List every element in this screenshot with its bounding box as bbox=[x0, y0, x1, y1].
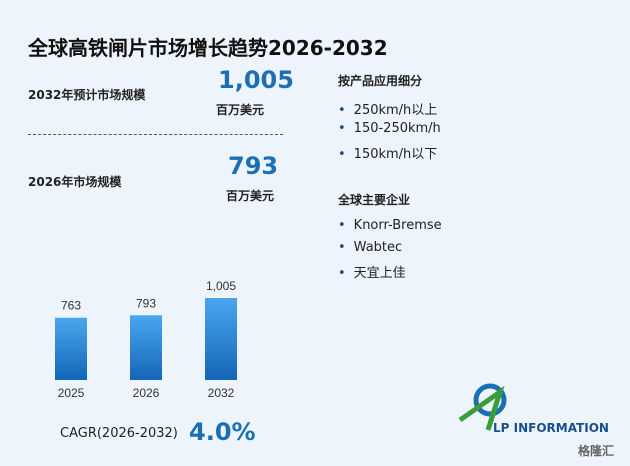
stat-label: 2026年市场规模 bbox=[28, 175, 122, 189]
section-heading: 全球主要企业 bbox=[338, 193, 411, 207]
logo-mark bbox=[473, 383, 507, 417]
value-label: 1,005 bbox=[206, 279, 236, 293]
stat-value: 793 bbox=[228, 152, 279, 180]
divider bbox=[28, 134, 283, 135]
x-tick-label: 2032 bbox=[208, 386, 235, 400]
value-label: 763 bbox=[61, 299, 81, 313]
bar bbox=[55, 317, 87, 380]
stat-unit: 百万美元 bbox=[226, 189, 275, 203]
list-item: Knorr-Bremse bbox=[338, 218, 442, 233]
list-item: 天宜上佳 bbox=[338, 262, 406, 281]
list-item: 150-250km/h bbox=[338, 121, 441, 136]
x-tick-label: 2026 bbox=[133, 386, 160, 400]
x-tick-label: 2025 bbox=[58, 386, 85, 400]
list-item: 250km/h以上 bbox=[338, 99, 438, 118]
section-heading: 按产品应用细分 bbox=[338, 74, 423, 88]
stat-label: 2032年预计市场规模 bbox=[28, 88, 146, 102]
title: 全球高铁闸片市场增长趋势2026-2032 bbox=[28, 36, 388, 60]
watermark: 格隆汇 bbox=[578, 444, 615, 458]
cagr-label: CAGR(2026-2032) bbox=[60, 426, 178, 441]
bar bbox=[205, 298, 237, 380]
value-label: 793 bbox=[136, 296, 156, 310]
logo-mark bbox=[458, 385, 505, 431]
stat-unit: 百万美元 bbox=[216, 103, 265, 117]
list-item: Wabtec bbox=[338, 240, 402, 255]
stat-value: 1,005 bbox=[218, 66, 294, 94]
cagr-value: 4.0% bbox=[189, 418, 256, 446]
list-item: 150km/h以下 bbox=[338, 143, 438, 162]
logo-text: LP INFORMATION bbox=[493, 421, 609, 435]
bar bbox=[130, 315, 162, 380]
